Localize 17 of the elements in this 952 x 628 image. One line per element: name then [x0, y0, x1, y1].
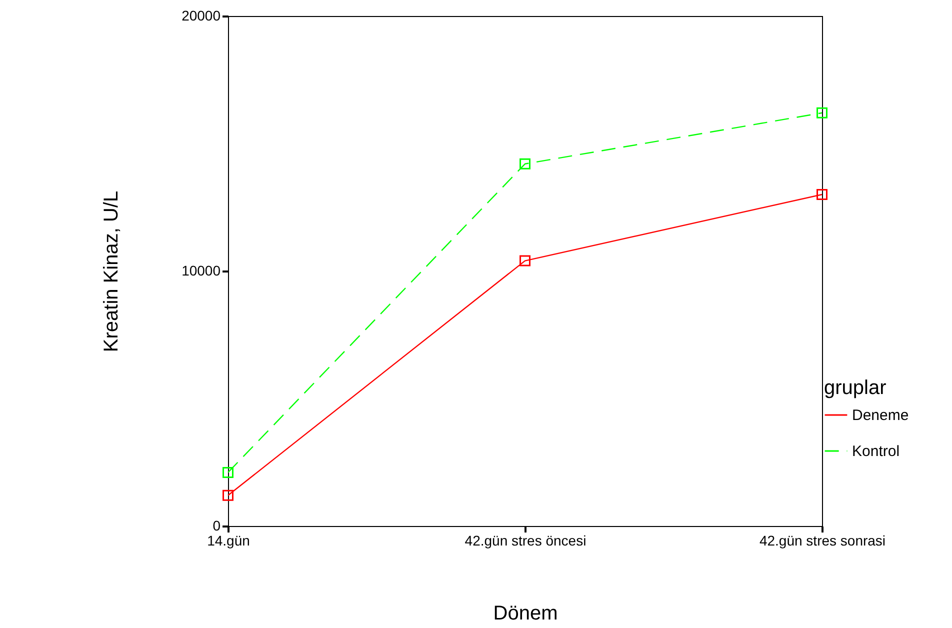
point [816, 189, 828, 200]
legend-title: gruplar [824, 377, 887, 399]
x-tick-label: 42.gün stres sonrasi [759, 532, 886, 548]
y-tick-label: 10000 [182, 262, 221, 278]
x-axis-title: Dönem [493, 602, 558, 624]
legend-label: Deneme [852, 407, 909, 424]
point [520, 158, 530, 170]
y-tick-label: 0 [212, 518, 221, 534]
point [222, 466, 234, 478]
y-tick-label: 20000 [182, 8, 221, 24]
x-tick-label: 42.gün stres öncesi [464, 532, 586, 548]
x-tick-label: 14.gün [207, 532, 250, 548]
point [520, 255, 530, 266]
legend-label: Kontrol [852, 443, 900, 460]
y-axis-title: Kreatin Kinaz, U/L [100, 190, 123, 352]
point [816, 107, 828, 118]
point [222, 490, 234, 501]
